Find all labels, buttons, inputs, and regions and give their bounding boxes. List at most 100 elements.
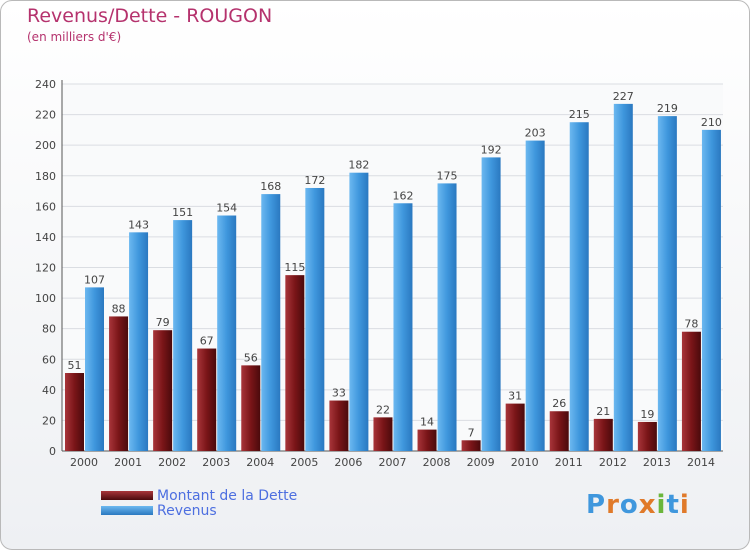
logo-letter: t — [666, 490, 680, 520]
bar-debt — [637, 421, 657, 451]
logo-letter: o — [619, 490, 639, 520]
data-label-revenue: 215 — [569, 108, 590, 121]
proxiti-logo: Proxiti — [586, 490, 690, 520]
bar-debt — [373, 417, 393, 451]
y-tick-label: 160 — [35, 200, 56, 213]
logo-letter: i — [656, 490, 667, 520]
data-label-debt: 78 — [684, 318, 698, 331]
bar-revenue — [481, 157, 501, 451]
data-label-debt: 26 — [552, 397, 566, 410]
bar-debt — [593, 418, 613, 451]
bar-debt — [505, 403, 525, 451]
bar-debt — [549, 411, 569, 451]
bar-debt — [241, 365, 261, 451]
data-label-revenue: 210 — [701, 116, 722, 129]
y-tick-label: 20 — [42, 414, 56, 427]
legend-item-revenue: Revenus — [101, 502, 297, 519]
x-tick-label: 2008 — [423, 456, 451, 469]
bar-revenue — [349, 172, 369, 452]
y-tick-label: 80 — [42, 323, 56, 336]
bar-debt — [461, 440, 481, 451]
y-tick-label: 240 — [35, 78, 56, 91]
data-label-debt: 33 — [332, 387, 346, 400]
x-tick-label: 2000 — [70, 456, 98, 469]
logo-letter: i — [679, 490, 690, 520]
y-tick-label: 40 — [42, 384, 56, 397]
logo-letter: x — [638, 490, 657, 520]
y-tick-label: 200 — [35, 139, 56, 152]
x-tick-label: 2004 — [246, 456, 274, 469]
legend-label-revenue: Revenus — [157, 502, 217, 519]
x-tick-label: 2010 — [511, 456, 539, 469]
bar-debt — [109, 316, 129, 451]
y-tick-label: 120 — [35, 262, 56, 275]
bar-revenue — [657, 116, 677, 452]
data-label-revenue: 168 — [260, 180, 281, 193]
y-tick-label: 60 — [42, 353, 56, 366]
x-tick-label: 2003 — [202, 456, 230, 469]
y-tick-label: 0 — [49, 445, 56, 458]
chart-title: Revenus/Dette - ROUGON — [27, 5, 273, 27]
bar-revenue — [613, 103, 633, 452]
bar-debt — [285, 275, 305, 451]
bar-debt — [329, 400, 349, 451]
bar-revenue — [217, 215, 237, 451]
y-tick-label: 220 — [35, 109, 56, 122]
data-label-revenue: 151 — [172, 206, 193, 219]
legend-swatch-debt — [101, 491, 153, 500]
logo-letter: P — [586, 490, 607, 520]
data-label-revenue: 154 — [216, 202, 237, 215]
data-label-revenue: 175 — [437, 169, 458, 182]
data-label-debt: 21 — [596, 405, 610, 418]
bar-revenue — [393, 203, 413, 451]
data-label-revenue: 227 — [613, 90, 634, 103]
logo-letter: r — [606, 490, 620, 520]
x-tick-label: 2014 — [687, 456, 715, 469]
bar-revenue — [525, 140, 545, 451]
x-tick-label: 2006 — [334, 456, 362, 469]
bar-debt — [681, 331, 701, 451]
data-label-debt: 31 — [508, 390, 522, 403]
bar-debt — [65, 373, 84, 451]
x-tick-label: 2009 — [467, 456, 495, 469]
bar-debt — [417, 429, 437, 451]
x-tick-label: 2005 — [290, 456, 318, 469]
data-label-debt: 115 — [284, 261, 305, 274]
y-tick-label: 140 — [35, 231, 56, 244]
bar-debt — [197, 348, 217, 451]
data-label-debt: 88 — [112, 302, 126, 315]
data-label-debt: 67 — [200, 335, 214, 348]
x-tick-label: 2007 — [379, 456, 407, 469]
data-label-debt: 7 — [468, 426, 475, 439]
x-tick-label: 2001 — [114, 456, 142, 469]
data-label-revenue: 107 — [84, 273, 105, 286]
y-tick-label: 180 — [35, 170, 56, 183]
data-label-debt: 51 — [68, 359, 82, 372]
data-label-debt: 79 — [156, 316, 170, 329]
x-tick-label: 2013 — [643, 456, 671, 469]
data-label-revenue: 162 — [392, 189, 413, 202]
data-label-debt: 56 — [244, 351, 258, 364]
data-label-revenue: 219 — [657, 102, 678, 115]
chart-subtitle: (en milliers d'€) — [27, 30, 122, 44]
bar-revenue — [569, 122, 589, 452]
bar-revenue — [305, 187, 325, 451]
data-label-revenue: 182 — [348, 159, 369, 172]
x-tick-label: 2002 — [158, 456, 186, 469]
bar-revenue — [261, 194, 281, 451]
data-label-revenue: 203 — [525, 127, 546, 140]
legend-label-debt: Montant de la Dette — [157, 487, 298, 504]
data-label-debt: 19 — [640, 408, 654, 421]
bar-revenue — [173, 220, 193, 451]
bar-revenue — [701, 129, 721, 451]
bar-revenue — [85, 287, 104, 451]
legend-swatch-revenue — [101, 506, 153, 515]
legend: Montant de la Dette Revenus — [101, 487, 298, 519]
legend-item-debt: Montant de la Dette — [101, 487, 298, 504]
data-label-revenue: 172 — [304, 174, 325, 187]
y-tick-label: 100 — [35, 292, 56, 305]
x-tick-label: 2012 — [599, 456, 627, 469]
bar-debt — [153, 330, 173, 451]
